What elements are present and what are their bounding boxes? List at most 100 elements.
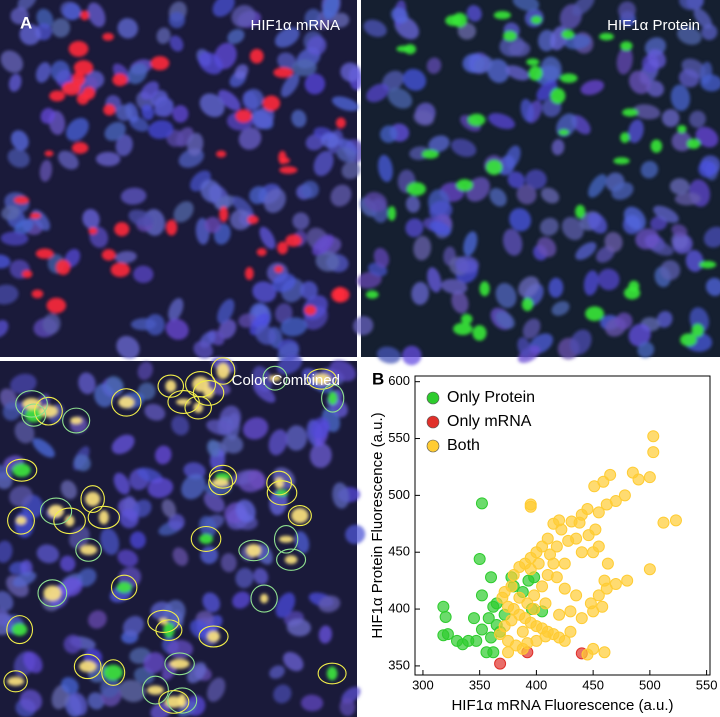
nucleus: [427, 267, 442, 293]
point: [643, 563, 656, 576]
point: [558, 634, 571, 647]
nucleus: [0, 50, 24, 73]
nucleus: [231, 5, 256, 28]
nucleus: [428, 135, 450, 153]
nucleus: [495, 282, 517, 309]
point: [621, 574, 634, 587]
nucleus: [306, 35, 327, 56]
nucleus: [2, 401, 22, 421]
nucleus: [516, 184, 537, 205]
nucleus: [285, 425, 308, 451]
nucleus: [520, 98, 535, 123]
point: [516, 625, 529, 638]
signal: [110, 262, 131, 278]
signal: [165, 219, 178, 236]
point: [575, 612, 588, 625]
nucleus: [660, 260, 681, 281]
nucleus: [203, 491, 225, 513]
nucleus: [382, 70, 404, 92]
nucleus: [204, 216, 221, 234]
nucleus: [656, 310, 673, 328]
nucleus: [227, 28, 245, 44]
signal: [169, 658, 190, 669]
y-tick-label: 550: [388, 430, 410, 445]
signal: [461, 313, 473, 325]
point: [441, 628, 454, 641]
point: [468, 612, 480, 625]
signal: [422, 149, 439, 159]
point: [657, 516, 670, 529]
nucleus: [488, 113, 515, 130]
nucleus: [143, 652, 165, 674]
nucleus: [376, 346, 401, 364]
point: [600, 498, 613, 511]
nucleus: [505, 145, 521, 169]
point: [582, 529, 595, 542]
nucleus: [489, 188, 507, 207]
panel-title: HIF1α mRNA: [250, 17, 340, 34]
point: [632, 473, 645, 486]
x-tick-label: 350: [469, 677, 491, 692]
nucleus: [137, 361, 153, 381]
nucleus: [19, 23, 41, 46]
x-tick-label: 400: [526, 677, 548, 692]
nucleus: [309, 442, 332, 468]
nucleus: [235, 567, 254, 589]
nucleus: [242, 417, 269, 440]
nucleus: [154, 98, 174, 117]
signal: [199, 533, 214, 544]
signal: [164, 696, 184, 708]
nucleus: [616, 46, 633, 75]
outline: [34, 396, 63, 426]
nucleus: [32, 438, 55, 458]
point: [601, 557, 614, 570]
nucleus: [505, 65, 530, 81]
signal: [335, 117, 346, 129]
nucleus: [473, 56, 493, 74]
nucleus: [187, 662, 207, 684]
nucleus: [171, 415, 190, 436]
nucleus: [248, 469, 266, 490]
signal: [43, 585, 62, 601]
signal: [680, 333, 697, 347]
nucleus: [689, 110, 706, 128]
panel-label: A: [20, 13, 32, 32]
nucleus: [200, 546, 219, 564]
nucleus: [10, 7, 29, 25]
nucleus: [9, 485, 33, 507]
nucleus: [0, 590, 14, 611]
signal: [7, 676, 25, 686]
point: [647, 446, 660, 459]
signal: [116, 582, 132, 593]
point: [570, 589, 583, 602]
signal: [285, 234, 302, 247]
nucleus: [615, 312, 633, 330]
nucleus: [150, 702, 171, 717]
point: [536, 580, 549, 593]
outline: [37, 579, 68, 608]
signal: [212, 478, 230, 487]
nucleus: [169, 35, 184, 52]
signal: [102, 32, 114, 41]
nucleus: [540, 187, 560, 204]
signal: [118, 396, 135, 409]
outline: [208, 464, 238, 489]
point: [587, 605, 600, 618]
nucleus: [8, 73, 22, 92]
signal: [56, 259, 71, 275]
cells: [0, 354, 366, 717]
nucleus: [253, 568, 269, 585]
legend-marker: [426, 415, 440, 429]
nucleus: [39, 159, 53, 182]
nucleus: [230, 209, 251, 231]
signal: [70, 416, 83, 425]
signal: [163, 622, 175, 638]
nucleus: [640, 160, 659, 179]
nucleus: [377, 154, 393, 183]
outline: [164, 652, 195, 676]
outline: [80, 485, 105, 513]
signal: [88, 227, 98, 235]
signal: [278, 535, 294, 543]
nucleus: [117, 18, 139, 39]
point: [588, 480, 601, 493]
